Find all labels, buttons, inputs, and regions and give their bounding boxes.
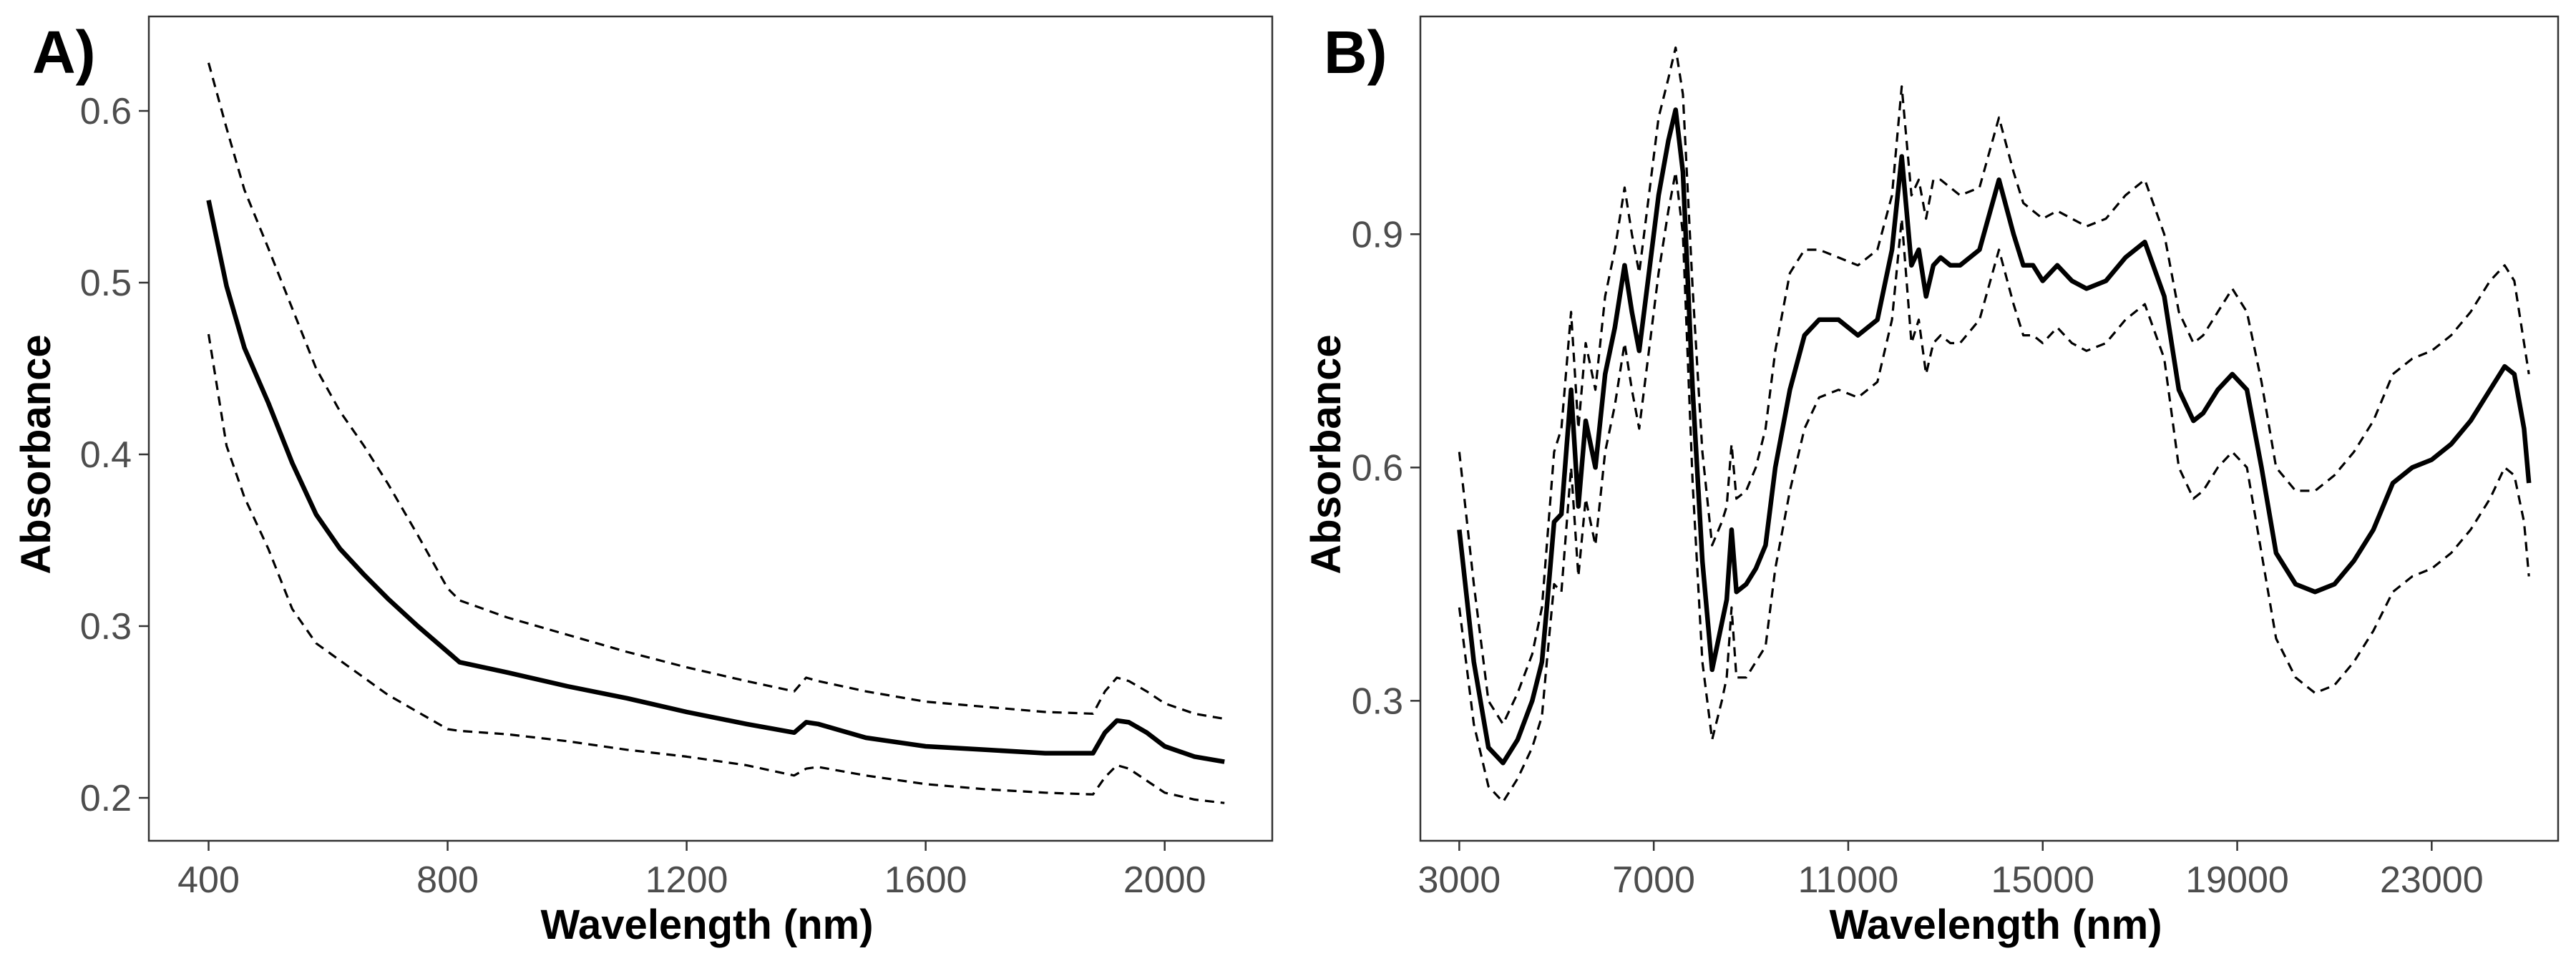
panel-a-panel-border [147,15,1274,842]
panel-b-x-tick-label: 7000 [1612,859,1695,901]
panel-a-series-1-line [206,200,1225,764]
panel-b-x-tick-label: 23000 [2380,859,2484,901]
panel-b-series-3-line [1458,170,2530,804]
panel-b-y-tick-label: 0.6 [1352,447,1403,489]
panel-a-x-tick-label: 400 [177,859,240,901]
panel-a-x-axis-title: Wavelength (nm) [540,902,873,948]
panel-b-panel-border [1419,15,2560,842]
panel-a-series-2-line [207,62,1225,721]
panel-b-plot-area: 3000 7000 11000 15000 19000 23000 0.3 0.6 0.9 [1352,15,2560,901]
panel-b-x-axis-title: Wavelength (nm) [1829,902,2162,948]
panel-a-series-3-line [207,333,1225,804]
panel-a: A) Wavelength (nm) Absorbance 400 800 1200… [13,15,1274,948]
panel-b-x-tick-label: 3000 [1418,859,1501,901]
panel-a-y-tick-label: 0.4 [80,434,132,476]
panel-b-x-tick-label: 11000 [1798,859,1899,901]
panel-a-plot-area: 400 800 1200 1600 2000 0.2 0.3 0.4 0.5 0.6 [80,15,1274,901]
panel-a-y-tick-label: 0.3 [80,606,132,648]
panel-a-x-tick-label: 1600 [884,859,967,901]
panel-b-y-tick-label: 0.3 [1352,680,1403,722]
panel-b-series-2-line [1458,46,2530,726]
panel-b-series-1-line [1457,107,2532,766]
panel-b-y-tick-label: 0.9 [1352,214,1403,255]
panel-a-y-tick-label: 0.5 [80,263,132,304]
panel-b: B) Wavelength (nm) Absorbance 3000 7000 11… [1303,15,2560,948]
panel-a-y-tick-label: 0.6 [80,91,132,132]
panel-b-x-tick-label: 15000 [1991,859,2094,901]
panel-b-y-axis-title: Absorbance [1303,334,1350,574]
panel-a-x-tick-label: 1200 [645,859,728,901]
panel-a-y-tick-label: 0.2 [80,778,132,819]
panel-a-y-axis-title: Absorbance [13,334,59,574]
panel-a-label: A) [32,19,96,86]
panel-a-x-tick-label: 2000 [1123,859,1206,901]
panel-b-x-tick-label: 19000 [2185,859,2289,901]
panel-a-x-tick-label: 800 [416,859,479,901]
panel-b-label: B) [1324,19,1387,86]
